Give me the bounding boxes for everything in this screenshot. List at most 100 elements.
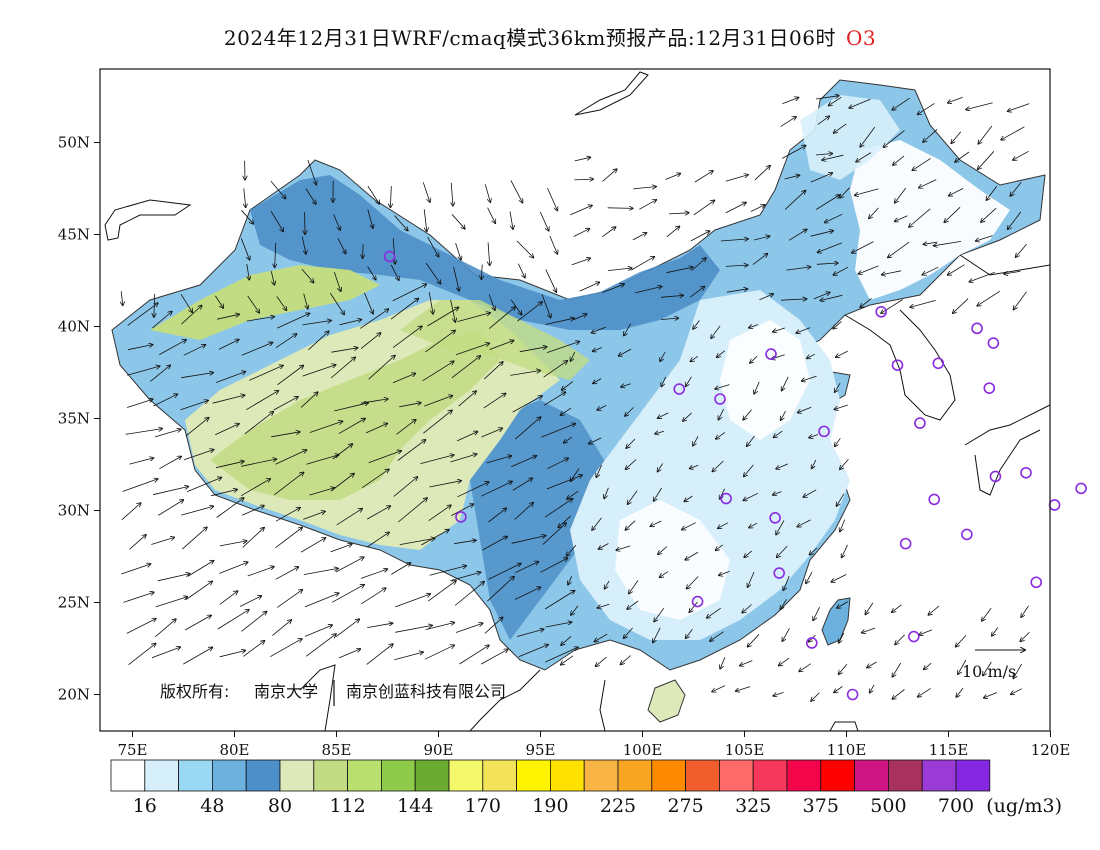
legend-swatch	[313, 759, 348, 792]
wind-arrow	[650, 520, 662, 526]
wind-arrow	[796, 327, 811, 333]
wind-arrow	[390, 264, 399, 280]
station-marker	[383, 250, 396, 263]
wind-arrow	[1014, 291, 1027, 310]
wind-arrow	[272, 620, 291, 636]
wind-arrow	[301, 268, 314, 282]
wind-arrow	[366, 532, 389, 548]
legend-tick-label: 112	[329, 795, 365, 817]
wind-arrow	[368, 356, 395, 380]
wind-arrow	[690, 355, 699, 361]
wind-arrow	[956, 635, 967, 646]
wind-arrow	[977, 290, 1001, 306]
wind-arrow	[219, 541, 247, 547]
wind-arrow	[489, 341, 514, 350]
wind-arrow	[395, 625, 432, 633]
wind-arrow	[592, 326, 606, 333]
lat-tick-label: 35N	[58, 410, 90, 428]
wind-arrow	[243, 641, 264, 657]
wind-arrow	[457, 482, 489, 498]
wind-arrow	[895, 215, 908, 222]
coastline-philippines	[829, 721, 859, 731]
wind-arrow	[725, 265, 748, 266]
wind-arrow	[798, 406, 812, 412]
wind-arrow	[558, 515, 571, 527]
wind-arrow	[181, 373, 213, 379]
wind-arrow	[707, 607, 721, 618]
wind-arrow	[834, 686, 843, 693]
wind-arrow	[219, 562, 248, 574]
wind-arrow	[275, 528, 303, 549]
legend-swatch	[854, 759, 889, 792]
wind-arrow	[392, 284, 427, 302]
wind-arrow	[958, 659, 967, 674]
wind-arrow	[511, 456, 536, 468]
coastline-caspian	[104, 199, 192, 241]
wind-arrow	[451, 356, 480, 379]
wind-arrow	[822, 154, 844, 160]
wind-arrow	[424, 645, 454, 660]
station-marker	[806, 637, 818, 649]
wind-arrow	[187, 561, 214, 577]
wind-arrow	[654, 607, 665, 621]
wind-arrow	[185, 418, 209, 437]
wind-arrow	[455, 343, 489, 356]
wind-arrow	[571, 258, 591, 266]
wind-arrow	[983, 661, 992, 676]
wind-arrow	[394, 215, 408, 231]
wind-arrow	[309, 421, 343, 433]
wind-arrow	[276, 296, 287, 310]
wind-arrow	[740, 660, 753, 666]
wind-arrow	[666, 267, 692, 274]
legend-swatch	[752, 759, 788, 792]
wind-arrow	[393, 238, 395, 264]
wind-arrow	[428, 292, 433, 314]
wind-arrow	[743, 492, 759, 500]
wind-arrow	[215, 424, 239, 436]
wind-arrow	[151, 537, 174, 545]
wind-arrow	[516, 629, 544, 637]
wind-arrow	[159, 340, 186, 355]
wind-arrow	[242, 528, 264, 548]
wind-arrow	[860, 298, 872, 308]
lon-tick-label: 90E	[423, 741, 453, 759]
wind-arrow	[1016, 243, 1027, 257]
wind-arrow	[720, 657, 726, 669]
wind-arrow	[1020, 631, 1030, 641]
wind-arrow	[275, 242, 276, 268]
wind-arrow	[455, 623, 483, 633]
legend-tick-label: 325	[735, 795, 771, 817]
wind-arrow	[420, 455, 454, 464]
wind-arrow	[951, 131, 962, 144]
wind-arrow	[333, 271, 340, 291]
wind-vector-field	[121, 96, 1030, 701]
wind-arrow	[883, 130, 905, 147]
wind-arrow	[216, 498, 244, 518]
wind-arrow	[892, 97, 910, 110]
wind-arrow	[969, 272, 995, 281]
wind-arrow	[593, 378, 602, 384]
wind-arrow	[181, 306, 202, 325]
lon-tick-label: 80E	[219, 741, 249, 759]
wind-arrow	[127, 345, 153, 351]
wind-arrow	[776, 520, 785, 534]
station-marker	[714, 393, 726, 405]
wind-arrow	[150, 365, 170, 382]
wind-arrow	[779, 657, 790, 666]
wind-arrow	[482, 536, 508, 551]
wind-arrow	[304, 625, 332, 637]
map-frame	[99, 68, 1051, 732]
wind-arrow	[510, 180, 523, 202]
wind-arrow	[543, 361, 568, 378]
wind-arrow	[303, 293, 308, 309]
wind-arrow	[602, 284, 625, 293]
wind-arrow	[270, 180, 286, 198]
wind-arrow	[425, 330, 455, 353]
taiwan-island	[821, 597, 851, 646]
wind-arrow	[625, 407, 634, 416]
legend-tick-label: 225	[600, 795, 636, 817]
wind-arrow	[240, 479, 270, 497]
wind-arrow	[809, 434, 819, 438]
wind-arrow	[726, 289, 748, 293]
wind-arrow	[337, 238, 346, 253]
